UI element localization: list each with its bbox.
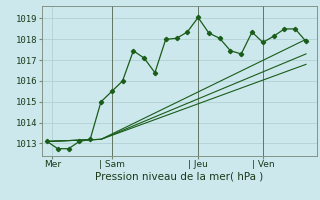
X-axis label: Pression niveau de la mer( hPa ): Pression niveau de la mer( hPa ) xyxy=(95,172,263,182)
